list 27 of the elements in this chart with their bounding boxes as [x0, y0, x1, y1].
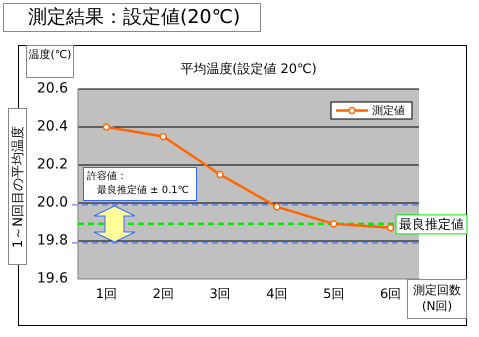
legend-label: 測定値	[372, 104, 405, 117]
y-tick-label: 20.0	[36, 194, 68, 211]
x-tick-label: 5回	[323, 287, 344, 302]
ref-line-label: 最良推定値	[399, 217, 464, 232]
x-tick-label: 2回	[152, 287, 174, 302]
point	[160, 132, 167, 140]
point	[216, 170, 224, 178]
y-tick-label: 20.4	[36, 118, 68, 135]
x-tick-label: 1回	[96, 287, 118, 302]
annotation: 許容値：	[87, 170, 128, 184]
x-tick-label: 6回	[380, 287, 402, 302]
x-axis-title: 測定回数(N回)	[407, 279, 467, 319]
y-tick-label: 19.8	[36, 232, 68, 249]
x-tick-label: 3回	[209, 287, 231, 302]
chart-title: 測定結果：設定値(20℃)	[3, 3, 261, 32]
point	[386, 224, 394, 232]
chart-subtitle: 平均温度(設定値 20℃)	[179, 61, 318, 78]
text: 温度(℃)	[26, 45, 74, 78]
y-tick-label: 20.6	[36, 80, 68, 97]
point	[273, 203, 281, 211]
x-tick-label: 4回	[266, 287, 288, 302]
y-tick-label: 19.6	[36, 270, 68, 287]
y-tick-label: 20.2	[36, 156, 68, 173]
annotation: 最良推定値 ± 0.1℃	[96, 184, 190, 198]
point	[102, 123, 110, 131]
y-axis-title: 1～N回目の平均温度	[10, 126, 26, 248]
point	[330, 220, 338, 228]
